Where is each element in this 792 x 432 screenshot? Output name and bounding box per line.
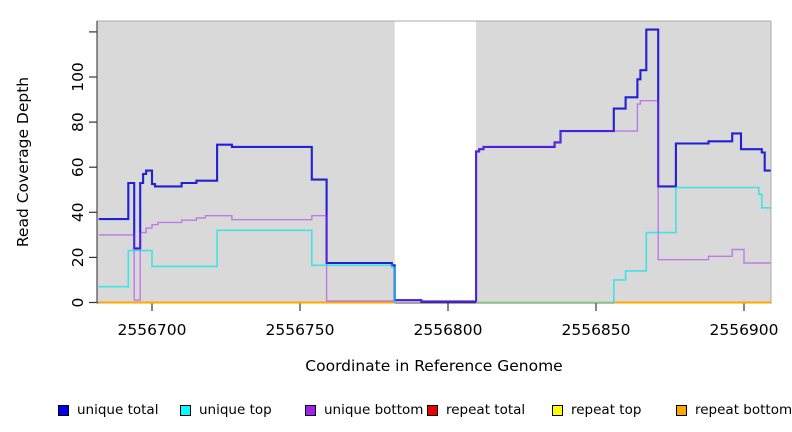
legend-item-repeat-bottom: repeat bottom	[676, 402, 792, 418]
x-tick-label: 2556900	[709, 321, 778, 339]
series-unique-bottom-line	[98, 100, 771, 302]
y-tick-label: 20	[69, 248, 87, 268]
legend: unique total unique top unique bottom repea…	[0, 0, 792, 418]
legend-swatch	[305, 404, 316, 416]
legend-item-unique-total: unique total	[58, 402, 158, 418]
y-axis-title: Read Coverage Depth	[14, 77, 32, 247]
legend-item-unique-top: unique top	[180, 402, 272, 418]
legend-swatch	[427, 404, 438, 416]
legend-item-unique-bottom: unique bottom	[305, 402, 423, 418]
legend-label: unique top	[199, 402, 272, 418]
legend-label: unique bottom	[324, 402, 424, 418]
legend-swatch	[676, 404, 687, 416]
legend-label: unique total	[77, 402, 159, 418]
y-tick-label: 60	[69, 157, 87, 177]
legend-item-repeat-total: repeat total	[427, 402, 525, 418]
uncovered-region	[394, 21, 477, 303]
y-tick-label: 80	[69, 112, 87, 132]
legend-swatch	[58, 404, 69, 416]
x-tick-label: 2556850	[561, 321, 630, 339]
y-tick-label: 40	[69, 202, 87, 222]
legend-item-repeat-top: repeat top	[552, 402, 641, 418]
y-tick-label: 0	[69, 298, 87, 308]
legend-label: repeat bottom	[695, 402, 792, 418]
x-tick-label: 2556750	[265, 321, 334, 339]
legend-label: repeat top	[571, 402, 642, 418]
legend-label: repeat total	[446, 402, 526, 418]
x-tick-label: 2556700	[117, 321, 186, 339]
series-unique-top-line	[98, 186, 771, 304]
legend-swatch	[552, 404, 563, 416]
legend-swatch	[180, 404, 191, 416]
x-tick-label: 2556800	[413, 321, 482, 339]
y-tick-label: 100	[69, 62, 87, 92]
x-axis-title: Coordinate in Reference Genome	[305, 357, 562, 375]
